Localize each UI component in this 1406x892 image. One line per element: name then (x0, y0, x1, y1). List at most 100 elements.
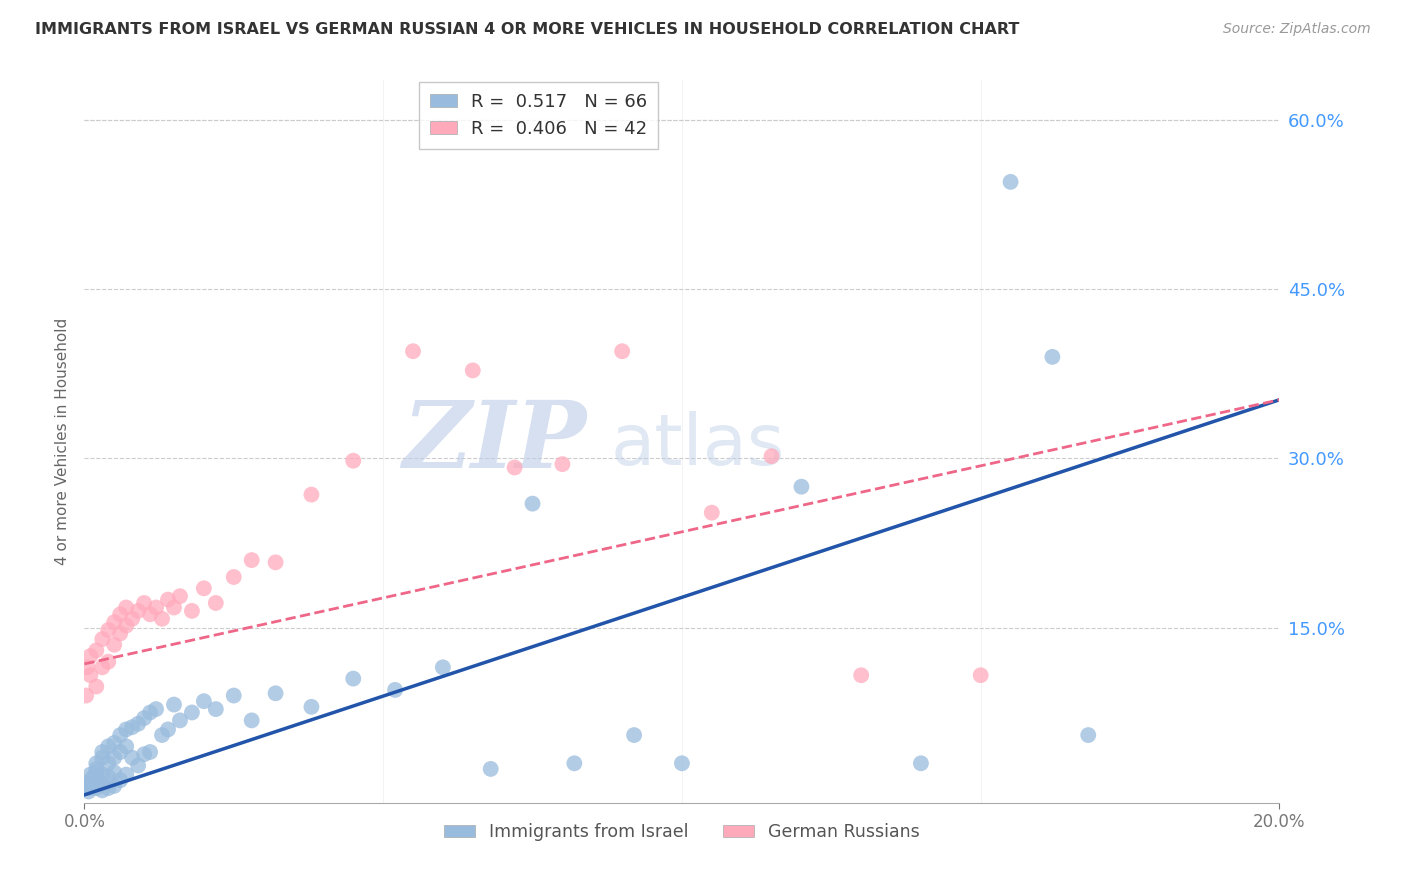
Point (79, 767, 101, 781)
Point (91, 745, 114, 759)
Point (181, 604, 204, 618)
Point (1042, 350, 1064, 364)
Point (75, 781, 97, 796)
Point (110, 626, 132, 640)
Point (79, 776, 101, 790)
Point (121, 612, 143, 626)
Point (264, 555, 287, 569)
Point (157, 592, 180, 607)
Point (115, 739, 138, 754)
Point (76, 779, 98, 793)
Point (79, 648, 101, 663)
Point (1077, 728, 1099, 742)
Point (86, 643, 108, 657)
Point (139, 607, 162, 622)
Point (121, 750, 143, 764)
Point (222, 689, 245, 703)
Point (82, 779, 104, 793)
Point (205, 702, 228, 716)
Point (342, 454, 364, 468)
Point (150, 612, 173, 626)
Point (91, 776, 114, 790)
Point (700, 506, 723, 520)
Point (193, 694, 215, 708)
Point (115, 600, 138, 615)
Point (342, 672, 364, 686)
Text: ZIP: ZIP (402, 397, 586, 486)
Point (264, 686, 287, 700)
Point (479, 762, 502, 776)
Point (145, 702, 167, 716)
Point (240, 553, 263, 567)
Point (97, 623, 120, 637)
Point (97, 781, 120, 796)
Point (110, 773, 132, 788)
Point (86, 773, 108, 788)
Point (127, 758, 149, 772)
Text: IMMIGRANTS FROM ISRAEL VS GERMAN RUSSIAN 4 OR MORE VEHICLES IN HOUSEHOLD CORRELA: IMMIGRANTS FROM ISRAEL VS GERMAN RUSSIAN… (35, 22, 1019, 37)
Point (103, 615, 125, 630)
Point (432, 660, 454, 674)
Point (910, 756, 932, 771)
Point (970, 668, 993, 682)
Point (115, 767, 138, 781)
Point (301, 699, 323, 714)
Point (623, 728, 645, 742)
Point (91, 783, 114, 797)
Point (110, 728, 132, 742)
Point (79, 773, 101, 788)
Text: atlas: atlas (610, 410, 785, 480)
Point (384, 682, 406, 697)
Point (132, 596, 156, 610)
Point (75, 689, 97, 703)
Point (761, 449, 783, 463)
Point (76, 660, 98, 674)
Point (103, 779, 125, 793)
Point (79, 781, 101, 796)
Point (86, 762, 108, 776)
Legend: Immigrants from Israel, German Russians: Immigrants from Israel, German Russians (437, 816, 927, 848)
Point (127, 604, 149, 618)
Point (157, 723, 180, 737)
Point (91, 632, 114, 646)
Y-axis label: 4 or more Vehicles in Household: 4 or more Vehicles in Household (55, 318, 70, 566)
Point (77, 784, 100, 798)
Point (86, 781, 108, 796)
Point (86, 756, 108, 771)
Point (86, 680, 108, 694)
Point (103, 736, 125, 750)
Point (222, 570, 245, 584)
Text: Source: ZipAtlas.com: Source: ZipAtlas.com (1223, 22, 1371, 37)
Point (163, 698, 186, 712)
Point (790, 480, 813, 494)
Point (97, 770, 120, 784)
Point (91, 750, 114, 764)
Point (169, 714, 191, 728)
Point (121, 720, 143, 734)
Point (115, 618, 138, 632)
Point (97, 655, 120, 669)
Point (82, 770, 104, 784)
Point (551, 457, 574, 471)
Point (522, 497, 544, 511)
Point (461, 363, 484, 377)
Point (110, 745, 132, 759)
Point (612, 344, 634, 359)
Point (402, 344, 425, 359)
Point (671, 756, 693, 771)
Point (564, 756, 586, 771)
Point (205, 596, 228, 610)
Point (132, 747, 156, 762)
Point (181, 706, 204, 720)
Point (110, 607, 132, 622)
Point (145, 600, 167, 615)
Point (240, 714, 263, 728)
Point (103, 765, 125, 780)
Point (91, 767, 114, 781)
Point (139, 706, 162, 720)
Point (79, 668, 101, 682)
Point (97, 739, 120, 754)
Point (163, 600, 186, 615)
Point (86, 765, 108, 780)
Point (169, 589, 191, 603)
